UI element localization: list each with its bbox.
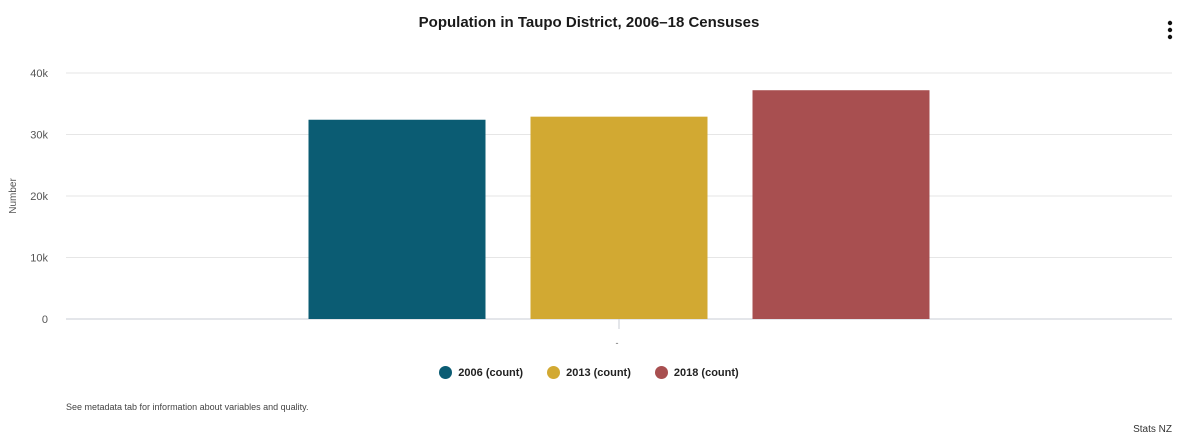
bar-2006[interactable] xyxy=(308,119,486,320)
y-tick-label: 40k xyxy=(30,68,48,80)
legend-swatch-2018 xyxy=(654,366,668,379)
legend-swatch-2013 xyxy=(547,366,561,379)
y-axis-label: Number xyxy=(8,178,19,214)
legend-item-2013[interactable]: 2013 (count) xyxy=(547,366,631,379)
y-tick-label: 30k xyxy=(30,130,48,142)
legend-swatch-2006 xyxy=(439,366,453,379)
legend-label-2006: 2006 (count) xyxy=(458,366,524,379)
y-tick-label: 0 xyxy=(42,314,48,326)
x-tick-label: - xyxy=(616,338,619,348)
bar-chart: 0 10k 20k 30k 40k Number - xyxy=(8,68,1172,348)
chart-title: Population in Taupo District, 2006–18 Ce… xyxy=(418,14,760,31)
legend-label-2013: 2013 (count) xyxy=(566,366,631,379)
legend-label-2018: 2018 (count) xyxy=(673,366,739,379)
metadata-footnote: See metadata tab for information about v… xyxy=(66,402,309,412)
legend-item-2006[interactable]: 2006 (count) xyxy=(439,366,523,379)
bar-2018[interactable] xyxy=(752,90,930,319)
vertical-ellipsis-icon[interactable] xyxy=(1160,18,1178,42)
bar-2013[interactable] xyxy=(530,116,708,319)
y-tick-label: 10k xyxy=(30,253,48,265)
y-tick-label: 20k xyxy=(30,191,48,203)
legend-item-2018[interactable]: 2018 (count) xyxy=(654,366,739,379)
source-credit: Stats NZ xyxy=(1133,424,1172,435)
chart-legend: 2006 (count) 2013 (count) 2018 (count) xyxy=(0,366,1178,379)
